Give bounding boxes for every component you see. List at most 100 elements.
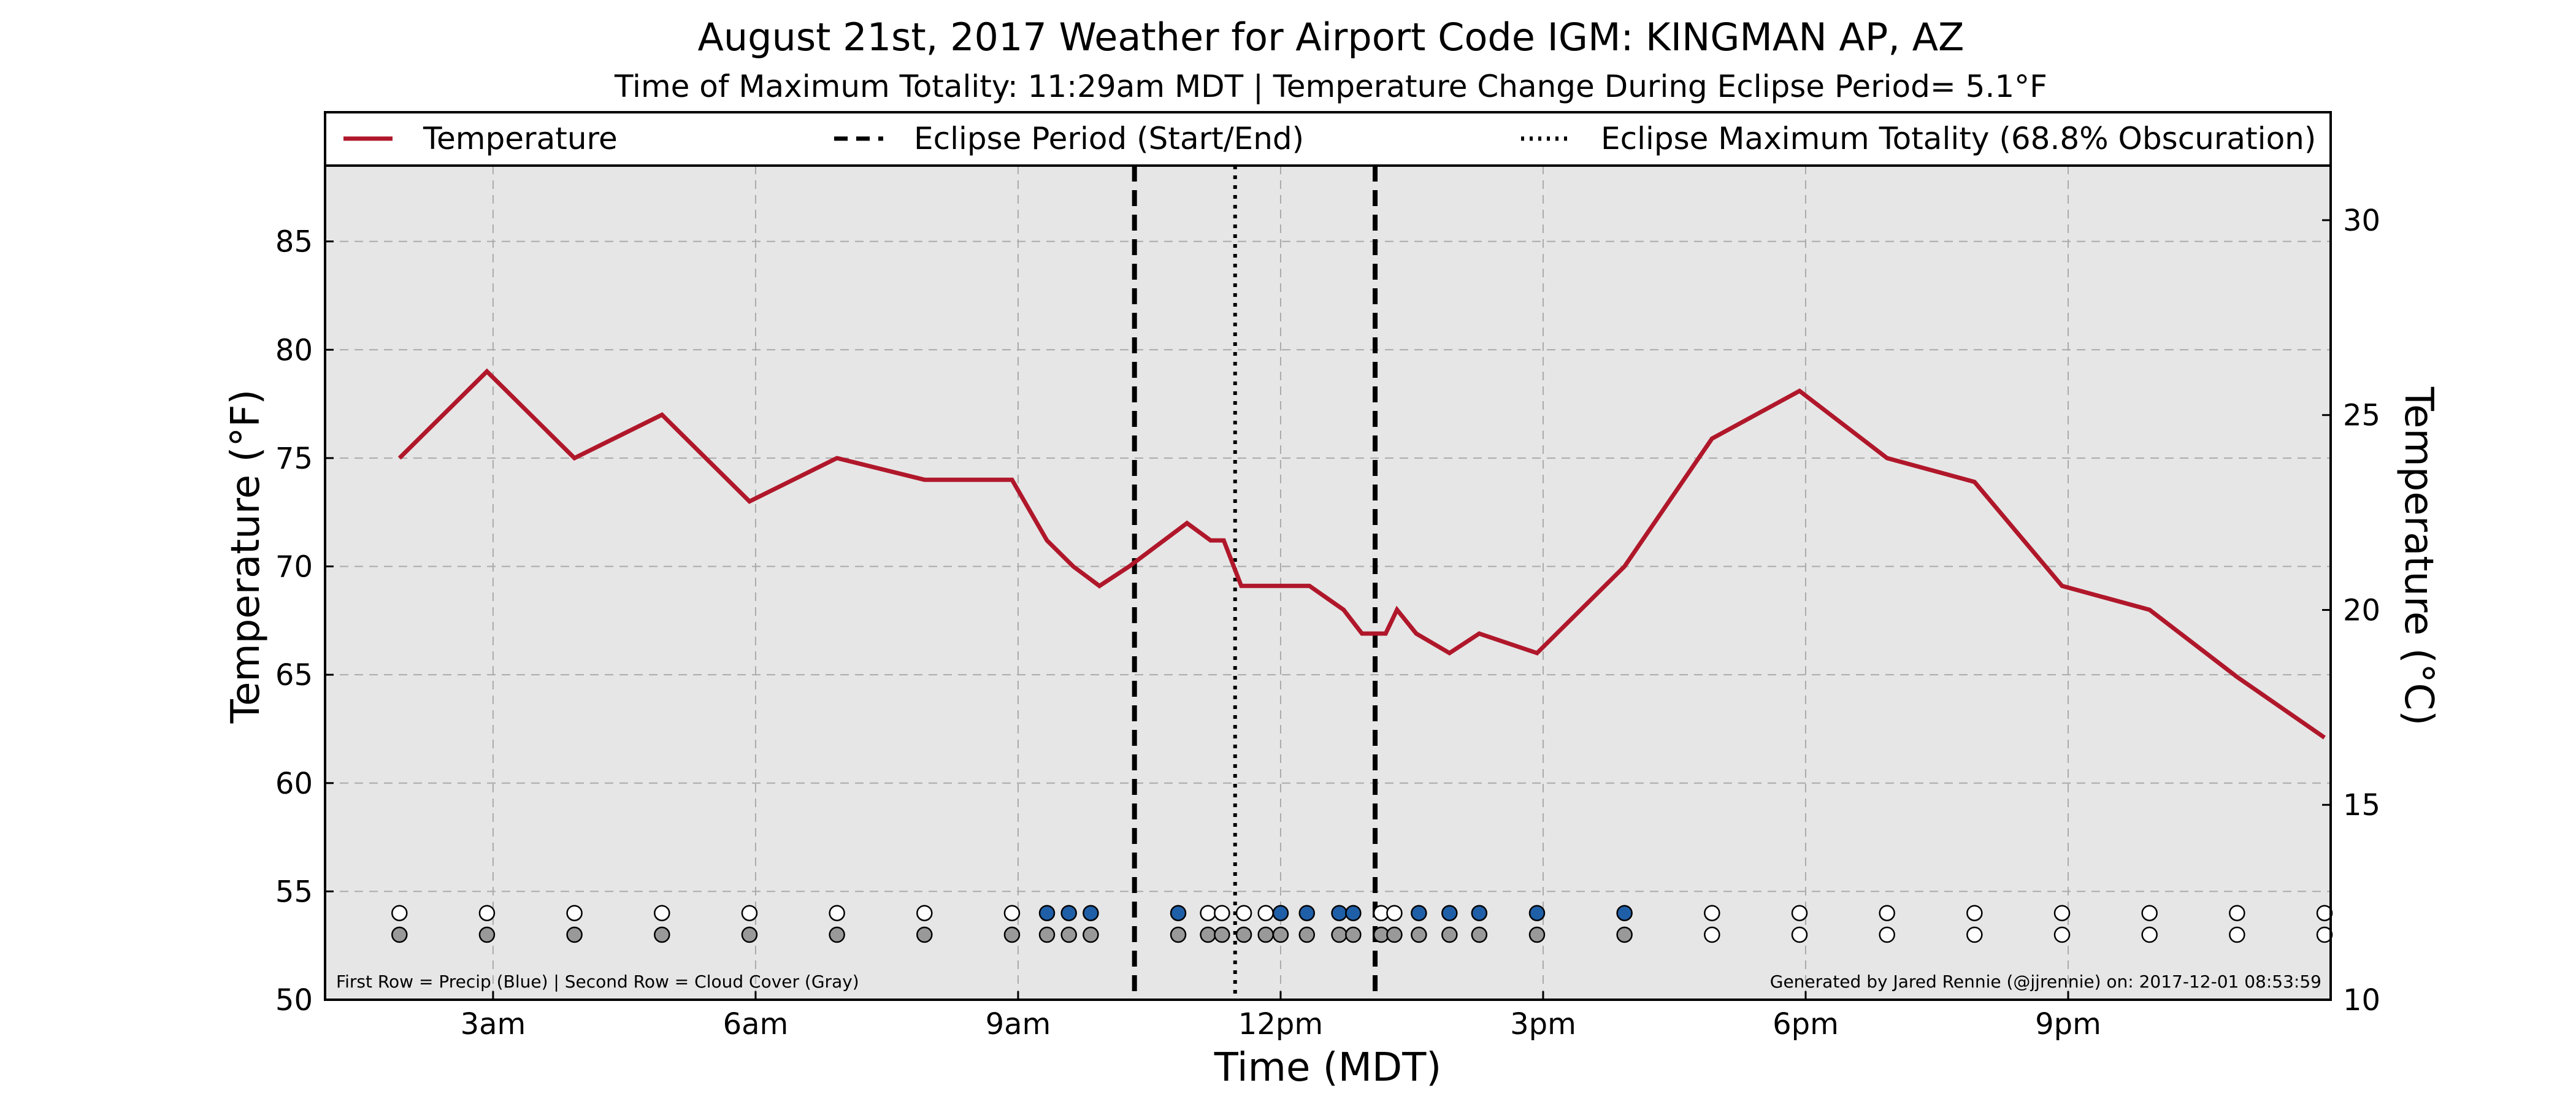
temperature-line bbox=[397, 368, 2326, 740]
legend-label: Temperature bbox=[423, 121, 618, 156]
cloud-marker bbox=[1791, 926, 1808, 943]
cloud-marker bbox=[1298, 926, 1316, 943]
cloud-marker bbox=[1879, 926, 1895, 943]
y-tick-label-right: 20 bbox=[2343, 593, 2380, 627]
precip-marker bbox=[1704, 905, 1720, 921]
y-tick-label-right: 10 bbox=[2343, 983, 2380, 1018]
y-tick-label-right: 25 bbox=[2343, 399, 2380, 433]
plot-background bbox=[325, 166, 2331, 1000]
precip-marker bbox=[1272, 905, 1289, 921]
legend-box bbox=[324, 111, 2332, 167]
precip-marker bbox=[566, 905, 583, 921]
precip-marker bbox=[1298, 905, 1316, 921]
cloud-marker bbox=[391, 926, 408, 943]
y-tick-label-left: 65 bbox=[275, 658, 313, 692]
cloud-marker bbox=[1331, 926, 1347, 943]
axes: 3am 6am 9am 12pm 3pm 6pm 9pm 50 55 60 65 70 75 80 85 10… bbox=[275, 204, 2380, 1041]
chart-title: August 21st, 2017 Weather for Airport Co… bbox=[697, 15, 1964, 59]
precip-marker bbox=[1411, 905, 1427, 921]
precip-marker bbox=[1331, 905, 1347, 921]
legend: Temperature Eclipse Period (Start/End) Ecl… bbox=[324, 111, 2332, 167]
precip-marker bbox=[1791, 905, 1808, 921]
x-tick-label: 6am bbox=[723, 1007, 789, 1041]
y-tick-label-left: 70 bbox=[275, 550, 313, 585]
cloud-marker bbox=[1083, 926, 1099, 943]
precip-marker bbox=[1235, 905, 1252, 921]
cloud-marker bbox=[1704, 926, 1720, 943]
cloud-marker bbox=[1060, 926, 1077, 943]
precip-marker bbox=[1038, 905, 1056, 921]
precip-cloud-markers bbox=[391, 905, 2333, 943]
y-tick-label-left: 75 bbox=[275, 442, 313, 476]
y-tick-label-left: 85 bbox=[275, 225, 313, 259]
legend-label: Eclipse Period (Start/End) bbox=[914, 121, 1304, 156]
cloud-marker bbox=[1616, 926, 1633, 943]
precip-marker bbox=[829, 905, 845, 921]
y-axis-title-right: Temperature (°C) bbox=[2396, 386, 2441, 726]
eclipse-lines bbox=[1132, 166, 1378, 1000]
y-tick-label-left: 55 bbox=[275, 875, 313, 909]
cloud-marker bbox=[829, 926, 845, 943]
cloud-marker bbox=[1235, 926, 1252, 943]
precip-marker bbox=[916, 905, 933, 921]
precip-marker bbox=[1441, 905, 1458, 921]
x-tick-label: 6pm bbox=[1773, 1007, 1839, 1041]
cloud-marker bbox=[1272, 926, 1289, 943]
cloud-marker bbox=[916, 926, 933, 943]
x-tick-label: 9pm bbox=[2035, 1007, 2101, 1041]
cloud-marker bbox=[1170, 926, 1187, 943]
cloud-marker bbox=[2053, 926, 2071, 943]
x-axis-title: Time (MDT) bbox=[1214, 1045, 1442, 1091]
cloud-marker bbox=[1038, 926, 1056, 943]
precip-marker bbox=[1060, 905, 1077, 921]
precip-marker bbox=[1528, 905, 1546, 921]
x-tick-label: 12pm bbox=[1238, 1007, 1323, 1041]
precip-marker bbox=[1345, 905, 1362, 921]
cloud-marker bbox=[1441, 926, 1458, 943]
y-tick-label-right: 15 bbox=[2343, 788, 2380, 822]
x-tick-label: 3am bbox=[461, 1007, 526, 1041]
precip-marker bbox=[1083, 905, 1099, 921]
precip-marker bbox=[1200, 905, 1216, 921]
y-tick-label-right: 30 bbox=[2343, 204, 2380, 238]
precip-marker bbox=[1879, 905, 1895, 921]
footnote-right: Generated by Jared Rennie (@jjrennie) on… bbox=[1770, 972, 2321, 992]
cloud-marker bbox=[741, 926, 758, 943]
precip-marker bbox=[741, 905, 758, 921]
precip-marker bbox=[2229, 905, 2245, 921]
cloud-marker bbox=[1966, 926, 1983, 943]
cloud-marker bbox=[2141, 926, 2158, 943]
x-tick-label: 3pm bbox=[1510, 1007, 1576, 1041]
cloud-marker bbox=[1528, 926, 1546, 943]
precip-marker bbox=[1966, 905, 1983, 921]
grid-lines bbox=[325, 166, 2331, 1000]
cloud-marker bbox=[1257, 926, 1274, 943]
cloud-marker bbox=[1214, 926, 1230, 943]
y-tick-label-left: 50 bbox=[275, 983, 313, 1018]
precip-marker bbox=[478, 905, 496, 921]
plot-frame bbox=[324, 111, 2332, 1001]
x-tick-label: 9am bbox=[986, 1007, 1051, 1041]
cloud-marker bbox=[2229, 926, 2245, 943]
precip-marker bbox=[1386, 905, 1403, 921]
precip-marker bbox=[2316, 905, 2333, 921]
precip-marker bbox=[1471, 905, 1488, 921]
cloud-marker bbox=[654, 926, 670, 943]
legend-label: Eclipse Maximum Totality (68.8% Obscurat… bbox=[1601, 121, 2316, 156]
temperature-series bbox=[397, 368, 2326, 740]
precip-marker bbox=[2053, 905, 2071, 921]
cloud-marker bbox=[1200, 926, 1216, 943]
cloud-marker bbox=[566, 926, 583, 943]
cloud-marker bbox=[1386, 926, 1403, 943]
precip-marker bbox=[654, 905, 670, 921]
footnote-left: First Row = Precip (Blue) | Second Row =… bbox=[336, 972, 859, 992]
precip-marker bbox=[1003, 905, 1021, 921]
y-axis-title-left: Temperature (°F) bbox=[223, 389, 269, 724]
y-tick-label-left: 80 bbox=[275, 333, 313, 367]
cloud-marker bbox=[1003, 926, 1021, 943]
cloud-marker bbox=[2316, 926, 2333, 943]
precip-marker bbox=[2141, 905, 2158, 921]
cloud-marker bbox=[1471, 926, 1488, 943]
precip-marker bbox=[1257, 905, 1274, 921]
y-tick-label-left: 60 bbox=[275, 767, 313, 801]
